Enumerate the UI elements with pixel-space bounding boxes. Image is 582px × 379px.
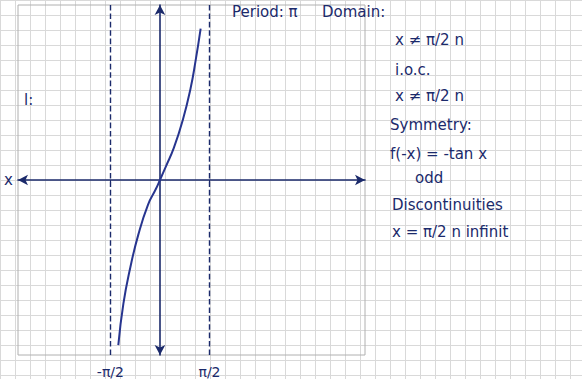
- svg-text:i.o.c.: i.o.c.: [395, 61, 431, 79]
- svg-text:x: x: [4, 171, 13, 189]
- svg-text:x ≠ π/2 n: x ≠ π/2 n: [395, 31, 464, 49]
- svg-text:x ≠ π/2 n: x ≠ π/2 n: [395, 87, 464, 105]
- svg-text:x = π/2 n infinit: x = π/2 n infinit: [392, 223, 508, 241]
- svg-text:f(-x) = -tan x: f(-x) = -tan x: [390, 145, 487, 163]
- svg-text:-π/2: -π/2: [97, 364, 124, 379]
- svg-text:Domain:: Domain:: [322, 3, 385, 21]
- svg-text:l:: l:: [24, 91, 33, 109]
- svg-text:π/2: π/2: [198, 364, 220, 379]
- svg-text:odd: odd: [415, 169, 443, 187]
- svg-text:Discontinuities: Discontinuities: [392, 196, 503, 214]
- svg-text:Period: π: Period: π: [232, 3, 298, 21]
- svg-text:Symmetry:: Symmetry:: [390, 116, 472, 134]
